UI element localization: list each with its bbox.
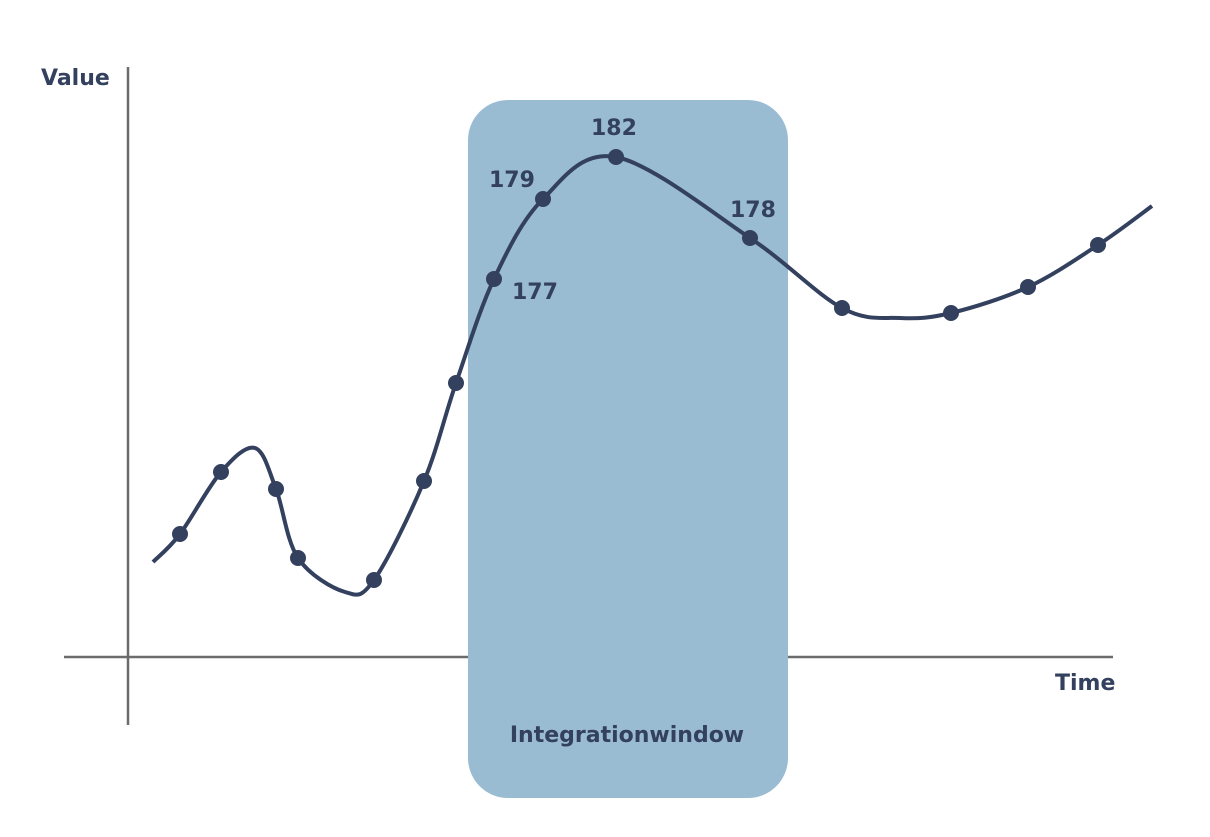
sample-dot [172,526,188,542]
sample-dot [268,481,284,497]
sample-dot [535,191,551,207]
point-label: 182 [591,116,637,141]
sample-dot [290,550,306,566]
sample-dot [742,230,758,246]
y-axis-label: Value [41,66,110,91]
window-label: Integrationwindow [510,723,744,748]
point-label: 178 [730,198,776,223]
integration-window [468,100,788,798]
sample-dot [213,464,229,480]
sample-dot [608,149,624,165]
sample-dot [834,300,850,316]
x-axis-label: Time [1055,671,1115,696]
point-label: 179 [489,168,535,193]
sample-dot [416,473,432,489]
sample-dot [1090,237,1106,253]
sample-dot [1020,279,1036,295]
sample-dot [448,375,464,391]
sample-dot [486,271,502,287]
sample-dot [366,572,382,588]
sample-dot [943,305,959,321]
point-label: 177 [512,280,558,305]
curve-group [151,149,1154,597]
